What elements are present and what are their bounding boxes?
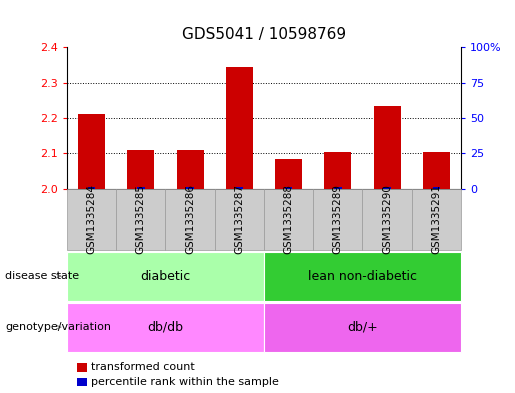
Text: genotype/variation: genotype/variation bbox=[5, 322, 111, 332]
Bar bbox=[373, 105, 401, 189]
Bar bbox=[324, 151, 351, 189]
Bar bbox=[177, 150, 203, 189]
Bar bbox=[285, 187, 293, 189]
Text: GSM1335285: GSM1335285 bbox=[136, 184, 146, 254]
Bar bbox=[88, 187, 95, 189]
Bar bbox=[186, 187, 194, 189]
Text: GSM1335289: GSM1335289 bbox=[333, 184, 343, 254]
Bar bbox=[423, 151, 450, 189]
Bar bbox=[433, 187, 440, 189]
Bar bbox=[334, 187, 341, 189]
Text: lean non-diabetic: lean non-diabetic bbox=[308, 270, 417, 283]
Text: GSM1335288: GSM1335288 bbox=[284, 184, 294, 254]
Bar bbox=[383, 187, 391, 189]
Text: GSM1335286: GSM1335286 bbox=[185, 184, 195, 254]
Text: disease state: disease state bbox=[5, 271, 79, 281]
Text: transformed count: transformed count bbox=[91, 362, 194, 373]
Bar bbox=[127, 150, 154, 189]
Text: GSM1335291: GSM1335291 bbox=[431, 184, 441, 254]
Text: db/+: db/+ bbox=[347, 321, 378, 334]
Bar bbox=[235, 187, 243, 189]
Bar bbox=[226, 66, 253, 189]
Text: GSM1335284: GSM1335284 bbox=[87, 184, 97, 254]
Bar bbox=[275, 158, 302, 189]
Text: GSM1335287: GSM1335287 bbox=[234, 184, 244, 254]
Text: db/db: db/db bbox=[147, 321, 183, 334]
Bar bbox=[137, 187, 145, 189]
Title: GDS5041 / 10598769: GDS5041 / 10598769 bbox=[182, 27, 346, 42]
Bar bbox=[78, 114, 105, 189]
Text: percentile rank within the sample: percentile rank within the sample bbox=[91, 377, 279, 387]
Text: GSM1335290: GSM1335290 bbox=[382, 184, 392, 254]
Text: diabetic: diabetic bbox=[140, 270, 191, 283]
